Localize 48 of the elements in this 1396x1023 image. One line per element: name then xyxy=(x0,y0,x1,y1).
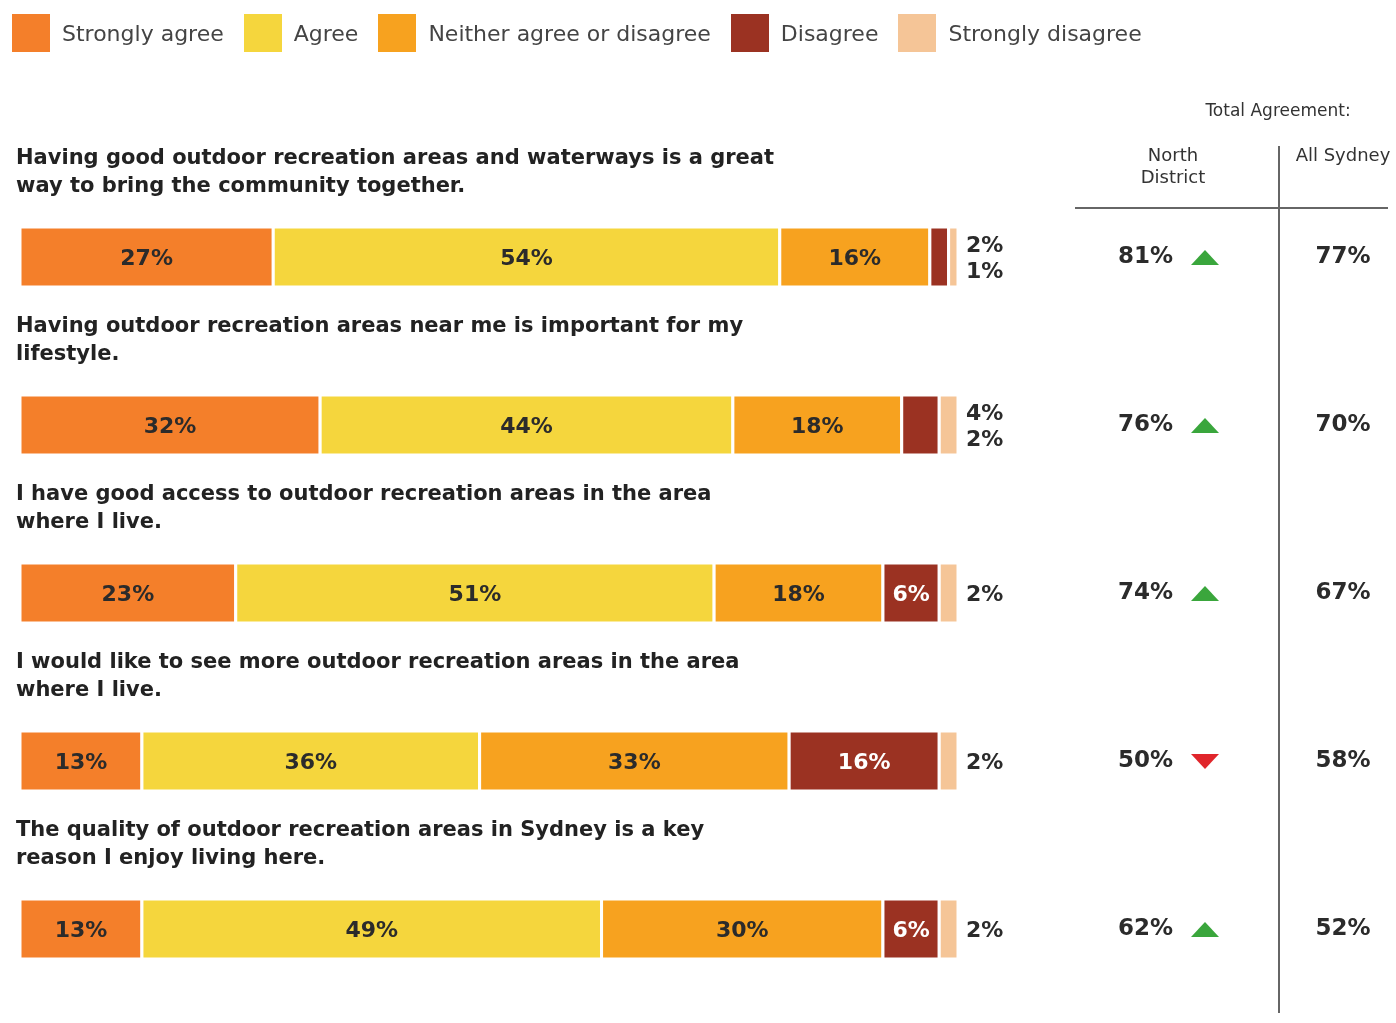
text: North District xyxy=(1139,144,1207,188)
y-tick-label: I have good access to outdoor recreation areas in the area where I live. xyxy=(16,480,713,535)
legend-label: Agree xyxy=(293,20,359,46)
data-label: 2% xyxy=(966,580,1004,606)
text: 74% xyxy=(1118,578,1175,604)
data-label: 18% xyxy=(772,580,825,606)
data-label: 33% xyxy=(608,748,661,774)
text: All Sydney xyxy=(1294,144,1392,166)
data-label: 2% xyxy=(966,916,1004,942)
legend-label: Disagree xyxy=(780,20,879,46)
text: 52% xyxy=(1314,914,1372,940)
data-label: 4% xyxy=(966,399,1004,425)
data-label: 1% xyxy=(966,257,1004,283)
data-label: 16% xyxy=(837,748,891,774)
data-label: 44% xyxy=(500,412,553,438)
data-label: 30% xyxy=(715,916,769,942)
data-label: 6% xyxy=(892,580,930,606)
data-label: 32% xyxy=(143,412,197,438)
data-label: 2% xyxy=(966,231,1004,257)
text: 67% xyxy=(1314,578,1372,604)
data-label: 36% xyxy=(284,748,338,774)
data-label: 6% xyxy=(892,916,930,942)
text: 81% xyxy=(1118,242,1175,268)
legend-label: Neither agree or disagree xyxy=(428,20,711,46)
data-label: 13% xyxy=(54,916,108,942)
y-tick-label: Having outdoor recreation areas near me is important for my lifestyle. xyxy=(16,312,745,367)
text: 62% xyxy=(1118,914,1175,940)
legend-label: Strongly agree xyxy=(62,20,224,46)
text: 50% xyxy=(1118,746,1175,772)
data-label: 2% xyxy=(966,425,1004,451)
text: 77% xyxy=(1314,242,1372,268)
data-label: 13% xyxy=(54,748,108,774)
legend-label: Strongly disagree xyxy=(948,20,1142,46)
text: 76% xyxy=(1118,410,1175,436)
data-label: 18% xyxy=(790,412,844,438)
data-label: 27% xyxy=(120,244,173,270)
data-label: 16% xyxy=(828,244,882,270)
y-tick-label: The quality of outdoor recreation areas in Sydney is a key reason I enjoy living here. xyxy=(16,816,706,871)
data-label: 54% xyxy=(500,244,553,270)
text: 58% xyxy=(1314,746,1372,772)
data-label: 23% xyxy=(101,580,155,606)
data-label: 49% xyxy=(345,916,399,942)
text: 70% xyxy=(1314,410,1372,436)
text: Total Agreement: xyxy=(1204,100,1352,120)
y-tick-label: I would like to see more outdoor recreation areas in the area where I live. xyxy=(16,648,741,703)
data-label: 51% xyxy=(448,580,502,606)
data-label: 2% xyxy=(966,748,1004,774)
y-tick-label: Having good outdoor recreation areas and waterways is a great way to bring the community together. xyxy=(16,144,776,199)
